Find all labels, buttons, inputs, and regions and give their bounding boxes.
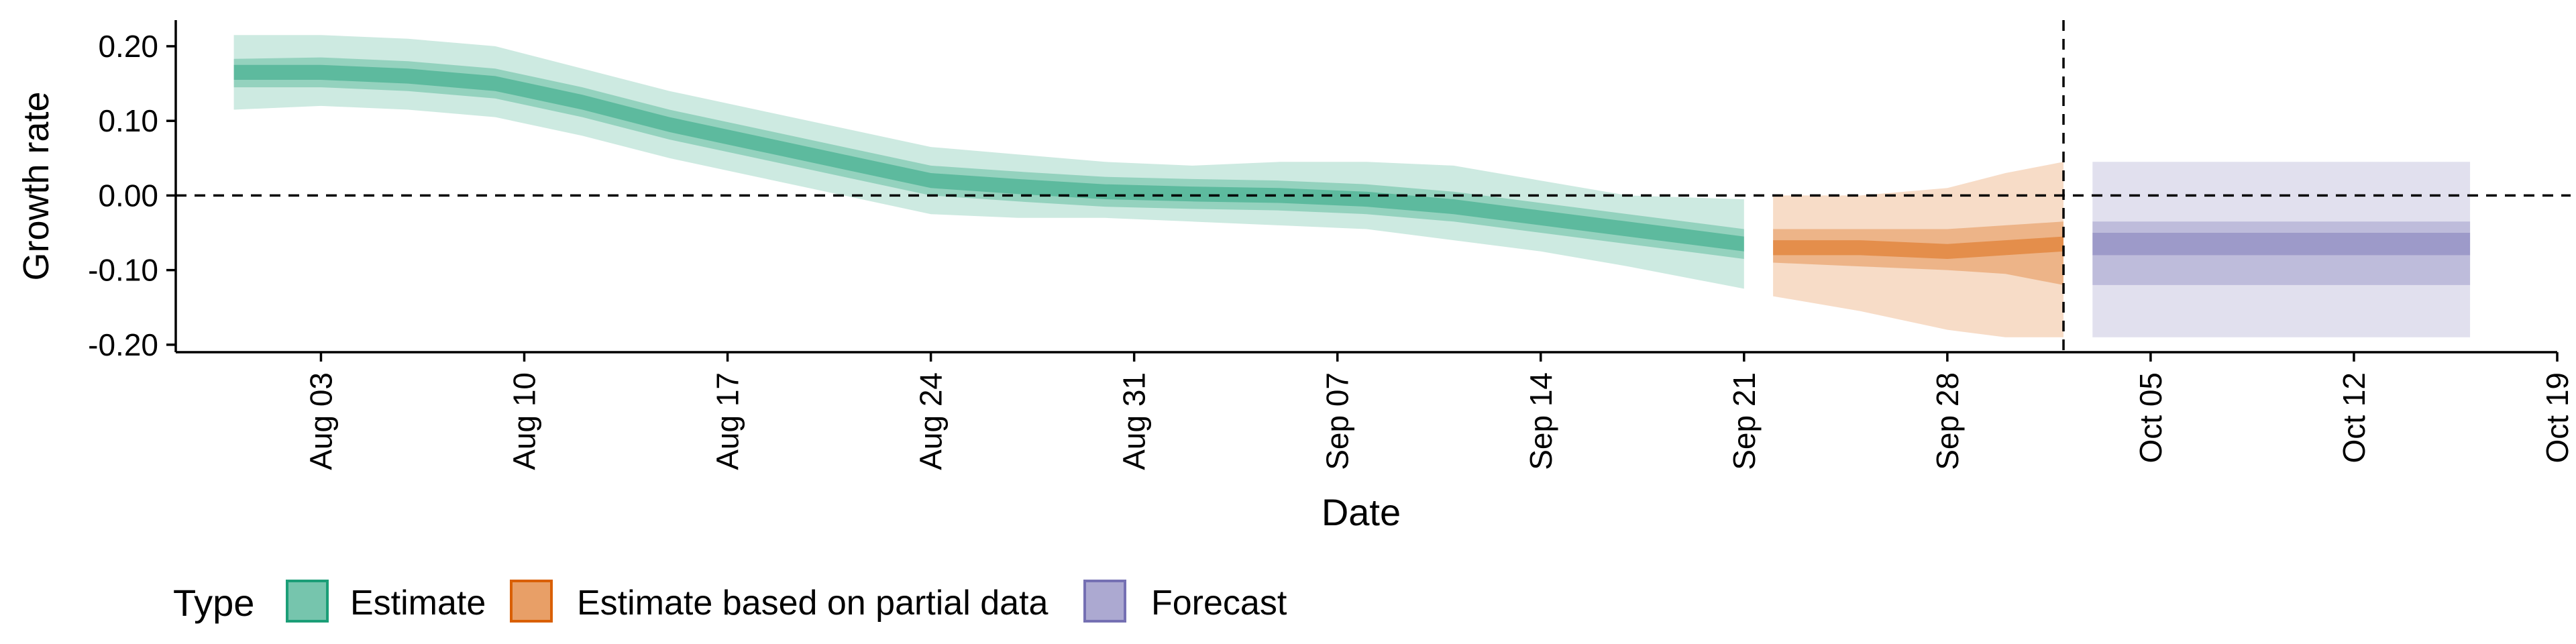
x-tick-label: Sep 28: [1930, 372, 1965, 470]
band-50-series-2: [2092, 221, 2471, 285]
band-90-series-0: [233, 35, 1744, 289]
band-50-series-1: [1773, 221, 2063, 285]
legend: Type Estimate Estimate based on partial d…: [173, 580, 1287, 624]
y-tick-label: -0.20: [88, 327, 158, 362]
x-tick-label: Aug 31: [1117, 372, 1152, 470]
x-tick-label: Aug 24: [914, 372, 949, 470]
bands-layer: [233, 35, 2471, 337]
band-50-series-0: [233, 57, 1744, 259]
band-20-series-2: [2092, 233, 2471, 256]
band-90-series-2: [2092, 162, 2471, 337]
y-tick-label: 0.00: [98, 178, 158, 213]
band-20-series-0: [233, 64, 1744, 252]
band-90-series-1: [1773, 162, 2063, 337]
legend-title: Type: [173, 582, 254, 624]
legend-label: Estimate based on partial data: [577, 584, 1049, 623]
x-tick-label: Sep 14: [1523, 372, 1558, 470]
x-tick-label: Aug 17: [710, 372, 745, 470]
axes-layer: -0.20 -0.10 0.00 0.10 0.20 Aug 03 Aug 10 Aug 17…: [88, 20, 2575, 470]
legend-key: [510, 580, 553, 623]
series-0: [233, 35, 1744, 289]
legend-entry-1: Estimate based on partial data: [510, 580, 1049, 623]
x-tick-label: Aug 10: [507, 372, 542, 470]
legend-key: [286, 580, 329, 623]
legend-label: Estimate: [350, 584, 486, 623]
x-tick-label: Sep 07: [1320, 372, 1355, 470]
legend-label: Forecast: [1151, 584, 1287, 623]
x-axis-title: Date: [1322, 491, 1401, 533]
legend-entry-2: Forecast: [1083, 580, 1287, 623]
y-tick-label: -0.10: [88, 253, 158, 288]
x-tick-label: Oct 12: [2337, 372, 2371, 464]
legend-entry-0: Estimate: [286, 580, 486, 623]
y-axis-title: Growth rate: [16, 91, 56, 280]
series-1: [1773, 162, 2063, 337]
y-tick-label: 0.10: [98, 103, 158, 138]
x-tick-label: Aug 03: [303, 372, 338, 470]
legend-key: [1083, 580, 1126, 623]
x-tick-label: Oct 05: [2133, 372, 2168, 464]
x-tick-label: Sep 21: [1727, 372, 1762, 470]
series-2: [2092, 162, 2471, 337]
y-tick-label: 0.20: [98, 29, 158, 64]
reference-lines-layer: [176, 20, 2571, 352]
band-20-series-1: [1773, 236, 2063, 259]
x-tick-label: Oct 19: [2540, 372, 2575, 464]
